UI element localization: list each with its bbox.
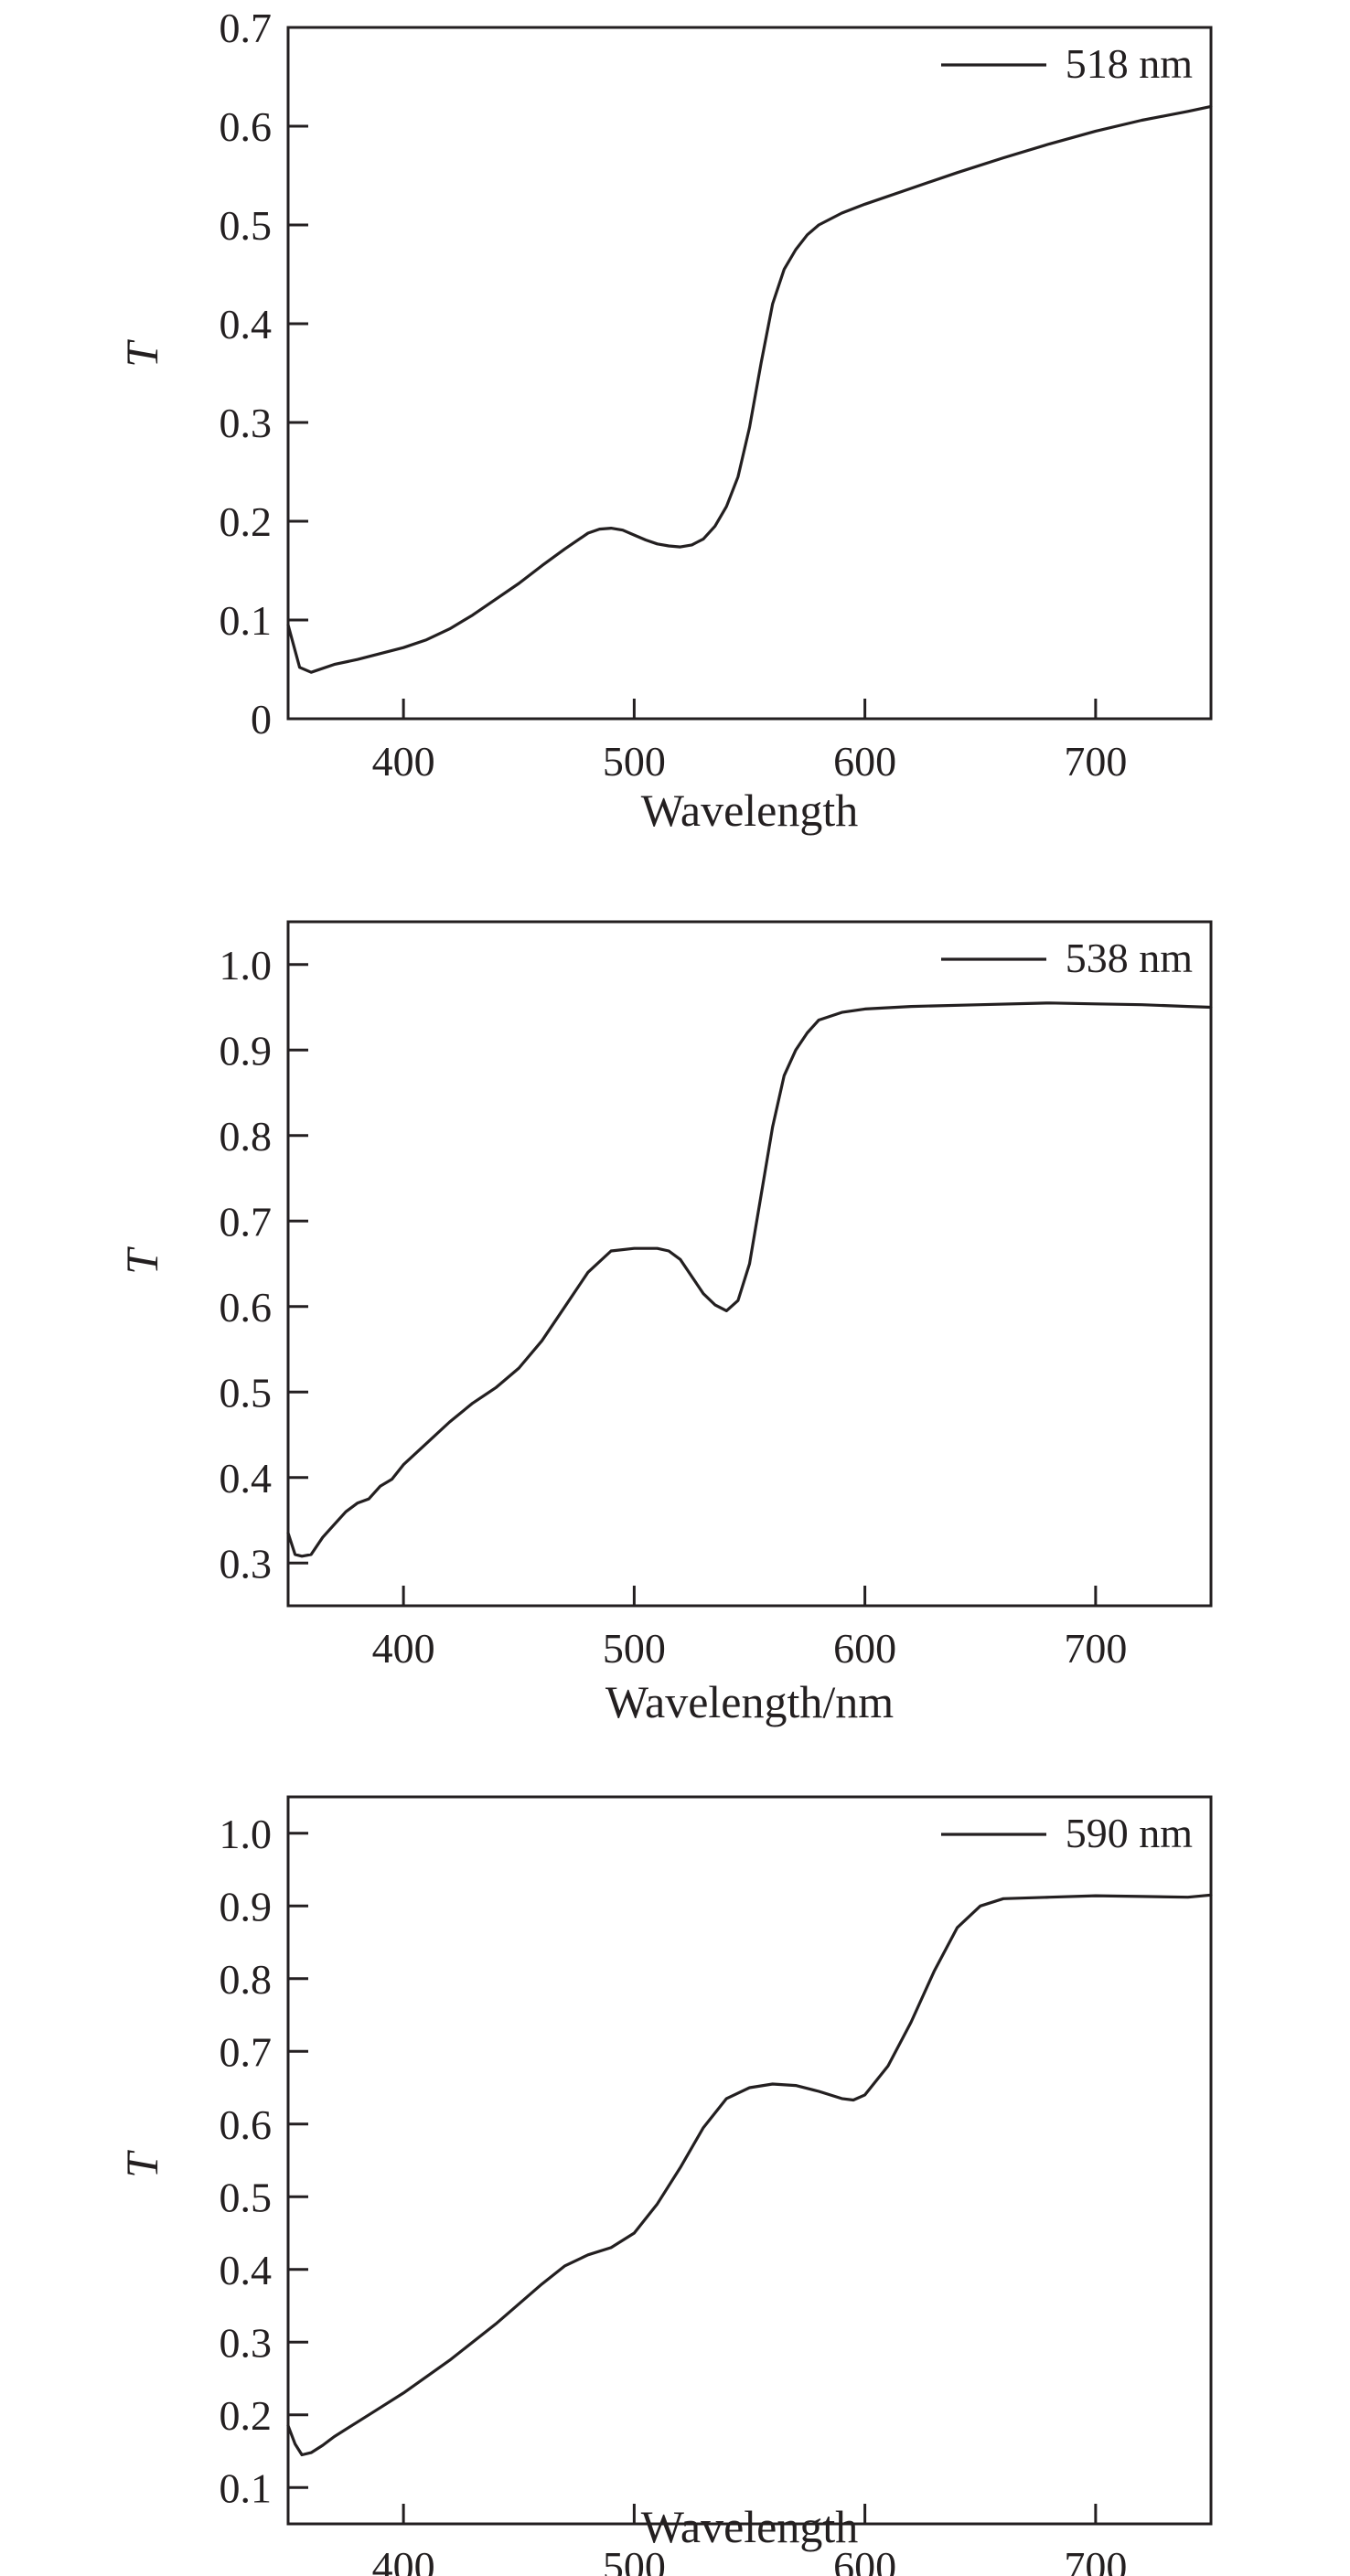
y-tick-label: 0 <box>251 696 272 743</box>
x-tick-label: 500 <box>603 2543 666 2576</box>
chart-panel-1: 400 500 600 700 0 0.1 0.2 0.3 0.4 0.5 0.6 0.7 Wavele… <box>116 5 1213 836</box>
x-tick-label: 700 <box>1064 738 1127 785</box>
chart-panel-2: 400 500 600 700 0.3 0.4 0.5 0.6 0.7 0.8 0.9 1.0 Wave… <box>116 920 1213 1727</box>
series-line-538-nm <box>286 1001 1213 1558</box>
plot-frame <box>286 920 1213 1608</box>
x-tick-label: 600 <box>833 2543 896 2576</box>
y-tick-label: 0.5 <box>220 202 273 249</box>
plot-frame <box>286 1795 1213 2526</box>
y-tick-label: 0.4 <box>220 301 273 347</box>
x-axis-title: Wavelength <box>641 2501 859 2552</box>
series-line-518-nm <box>286 104 1213 674</box>
y-tick-label: 0.5 <box>220 1369 273 1416</box>
y-tick-label: 0.5 <box>220 2174 273 2220</box>
plot-frame <box>286 26 1213 721</box>
y-tick-label: 0.6 <box>220 1284 273 1331</box>
x-tick-label: 400 <box>372 738 435 785</box>
y-tick-label: 0.3 <box>220 1540 273 1587</box>
legend-label: 518 nm <box>1066 40 1194 87</box>
x-tick-label: 500 <box>603 1625 666 1672</box>
y-tick-label: 1.0 <box>220 1811 273 1857</box>
series-line-590-nm <box>286 1893 1213 2457</box>
y-tick-label: 0.2 <box>220 498 273 545</box>
y-tick-label: 0.2 <box>220 2392 273 2439</box>
y-tick-label: 0.3 <box>220 2319 273 2366</box>
chart-panel-3: 400 500 600 700 0.1 0.2 0.3 0.4 0.5 0.6 0.7 0.8 0.9 1… <box>116 1795 1213 2576</box>
y-tick-label: 0.8 <box>220 1956 273 2003</box>
y-tick-label: 0.8 <box>220 1113 273 1160</box>
y-tick-label: 0.7 <box>220 2028 273 2075</box>
y-tick-label: 0.7 <box>220 5 273 51</box>
y-tick-label: 0.7 <box>220 1198 273 1245</box>
x-tick-label: 400 <box>372 1625 435 1672</box>
y-tick-label: 0.3 <box>220 400 273 446</box>
x-tick-label: 600 <box>833 738 896 785</box>
x-axis-title: Wavelength <box>641 785 859 836</box>
y-axis-title: T <box>116 339 167 368</box>
x-tick-label: 500 <box>603 738 666 785</box>
legend-label: 590 nm <box>1066 1810 1194 1856</box>
x-tick-label: 700 <box>1064 2543 1127 2576</box>
x-tick-label: 600 <box>833 1625 896 1672</box>
y-axis-title: T <box>116 2150 167 2178</box>
y-tick-label: 0.6 <box>220 103 273 150</box>
y-tick-label: 0.4 <box>220 1455 273 1502</box>
y-tick-label: 0.1 <box>220 2464 273 2511</box>
legend-label: 538 nm <box>1066 935 1194 981</box>
x-axis-title: Wavelength/nm <box>605 1676 894 1727</box>
y-axis-title: T <box>116 1246 167 1275</box>
y-tick-label: 0.4 <box>220 2247 273 2293</box>
x-tick-label: 700 <box>1064 1625 1127 1672</box>
y-tick-label: 0.9 <box>220 1027 273 1074</box>
y-tick-label: 0.9 <box>220 1883 273 1929</box>
x-tick-label: 400 <box>372 2543 435 2576</box>
y-tick-label: 0.6 <box>220 2101 273 2148</box>
y-tick-label: 1.0 <box>220 942 273 989</box>
y-tick-label: 0.1 <box>220 597 273 644</box>
